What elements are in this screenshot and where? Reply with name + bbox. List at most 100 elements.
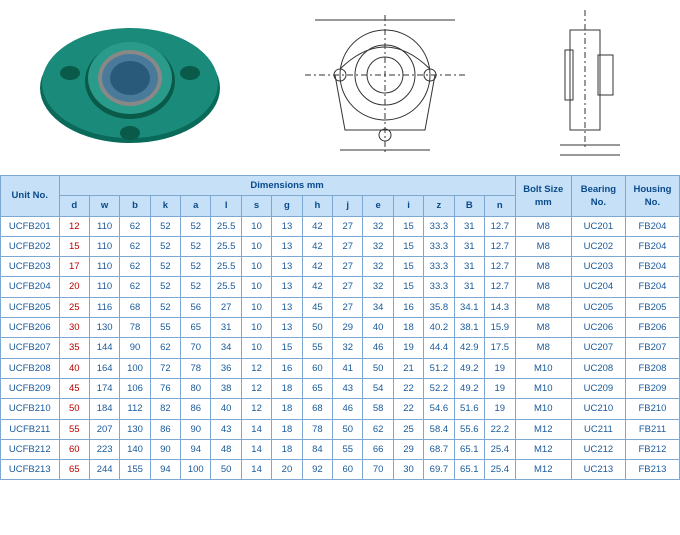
cell-n: 12.7 bbox=[485, 216, 516, 236]
cell-s: 10 bbox=[241, 318, 271, 338]
cell-w: 174 bbox=[89, 378, 119, 398]
cell-B: 49.2 bbox=[454, 358, 484, 378]
cell-e: 50 bbox=[363, 358, 393, 378]
cell-s: 10 bbox=[241, 216, 271, 236]
cell-l: 25.5 bbox=[211, 236, 241, 256]
cell-g: 18 bbox=[272, 419, 302, 439]
th-dimensions: Dimensions mm bbox=[59, 176, 515, 196]
table-row: UCFB2021511062525225.510134227321533.331… bbox=[1, 236, 680, 256]
cell-b: 90 bbox=[120, 338, 150, 358]
cell-b: 62 bbox=[120, 277, 150, 297]
cell-e: 58 bbox=[363, 399, 393, 419]
table-row: UCFB21365244155941005014209260703069.765… bbox=[1, 460, 680, 480]
cell-j: 27 bbox=[333, 297, 363, 317]
cell-z: 33.3 bbox=[424, 236, 454, 256]
cell-z: 51.2 bbox=[424, 358, 454, 378]
cell-b: 130 bbox=[120, 419, 150, 439]
cell-bearing: UC210 bbox=[571, 399, 625, 419]
cell-B: 65.1 bbox=[454, 460, 484, 480]
cell-i: 18 bbox=[393, 318, 423, 338]
cell-z: 33.3 bbox=[424, 277, 454, 297]
front-diagram bbox=[285, 5, 485, 165]
cell-B: 31 bbox=[454, 277, 484, 297]
cell-z: 52.2 bbox=[424, 378, 454, 398]
cell-w: 116 bbox=[89, 297, 119, 317]
cell-d: 17 bbox=[59, 257, 89, 277]
cell-j: 43 bbox=[333, 378, 363, 398]
cell-bearing: UC212 bbox=[571, 439, 625, 459]
cell-s: 12 bbox=[241, 378, 271, 398]
cell-e: 54 bbox=[363, 378, 393, 398]
cell-unit: UCFB202 bbox=[1, 236, 60, 256]
cell-i: 15 bbox=[393, 236, 423, 256]
cell-l: 31 bbox=[211, 318, 241, 338]
cell-g: 15 bbox=[272, 338, 302, 358]
cell-a: 65 bbox=[181, 318, 211, 338]
cell-l: 36 bbox=[211, 358, 241, 378]
cell-unit: UCFB201 bbox=[1, 216, 60, 236]
cell-l: 43 bbox=[211, 419, 241, 439]
cell-a: 52 bbox=[181, 257, 211, 277]
cell-w: 130 bbox=[89, 318, 119, 338]
cell-housing: FB209 bbox=[625, 378, 679, 398]
cell-bolt: M12 bbox=[515, 419, 571, 439]
cell-B: 49.2 bbox=[454, 378, 484, 398]
cell-g: 13 bbox=[272, 277, 302, 297]
cell-j: 55 bbox=[333, 439, 363, 459]
cell-k: 52 bbox=[150, 216, 180, 236]
th-housing: Housing No. bbox=[625, 176, 679, 217]
cell-bolt: M8 bbox=[515, 277, 571, 297]
cell-housing: FB206 bbox=[625, 318, 679, 338]
cell-i: 19 bbox=[393, 338, 423, 358]
cell-i: 22 bbox=[393, 378, 423, 398]
cell-b: 112 bbox=[120, 399, 150, 419]
th-a: a bbox=[181, 196, 211, 216]
cell-h: 42 bbox=[302, 236, 332, 256]
cell-l: 38 bbox=[211, 378, 241, 398]
cell-d: 45 bbox=[59, 378, 89, 398]
cell-n: 19 bbox=[485, 378, 516, 398]
cell-l: 50 bbox=[211, 460, 241, 480]
cell-w: 110 bbox=[89, 277, 119, 297]
th-s: s bbox=[241, 196, 271, 216]
cell-z: 44.4 bbox=[424, 338, 454, 358]
cell-d: 50 bbox=[59, 399, 89, 419]
cell-housing: FB205 bbox=[625, 297, 679, 317]
cell-h: 92 bbox=[302, 460, 332, 480]
cell-s: 14 bbox=[241, 439, 271, 459]
product-photo bbox=[30, 5, 230, 160]
cell-unit: UCFB203 bbox=[1, 257, 60, 277]
cell-z: 68.7 bbox=[424, 439, 454, 459]
cell-e: 32 bbox=[363, 236, 393, 256]
th-k: k bbox=[150, 196, 180, 216]
cell-k: 62 bbox=[150, 338, 180, 358]
cell-unit: UCFB212 bbox=[1, 439, 60, 459]
cell-k: 52 bbox=[150, 257, 180, 277]
cell-n: 22.2 bbox=[485, 419, 516, 439]
cell-d: 60 bbox=[59, 439, 89, 459]
cell-bearing: UC204 bbox=[571, 277, 625, 297]
cell-h: 60 bbox=[302, 358, 332, 378]
cell-bolt: M8 bbox=[515, 236, 571, 256]
th-unit: Unit No. bbox=[1, 176, 60, 217]
cell-unit: UCFB205 bbox=[1, 297, 60, 317]
cell-B: 34.1 bbox=[454, 297, 484, 317]
cell-s: 14 bbox=[241, 460, 271, 480]
cell-l: 48 bbox=[211, 439, 241, 459]
cell-bearing: UC203 bbox=[571, 257, 625, 277]
cell-l: 40 bbox=[211, 399, 241, 419]
cell-h: 50 bbox=[302, 318, 332, 338]
cell-k: 76 bbox=[150, 378, 180, 398]
cell-w: 244 bbox=[89, 460, 119, 480]
cell-unit: UCFB207 bbox=[1, 338, 60, 358]
cell-a: 52 bbox=[181, 216, 211, 236]
cell-z: 40.2 bbox=[424, 318, 454, 338]
th-d: d bbox=[59, 196, 89, 216]
cell-b: 62 bbox=[120, 257, 150, 277]
th-h: h bbox=[302, 196, 332, 216]
cell-d: 65 bbox=[59, 460, 89, 480]
cell-z: 54.6 bbox=[424, 399, 454, 419]
cell-h: 84 bbox=[302, 439, 332, 459]
cell-bearing: UC209 bbox=[571, 378, 625, 398]
cell-B: 38.1 bbox=[454, 318, 484, 338]
